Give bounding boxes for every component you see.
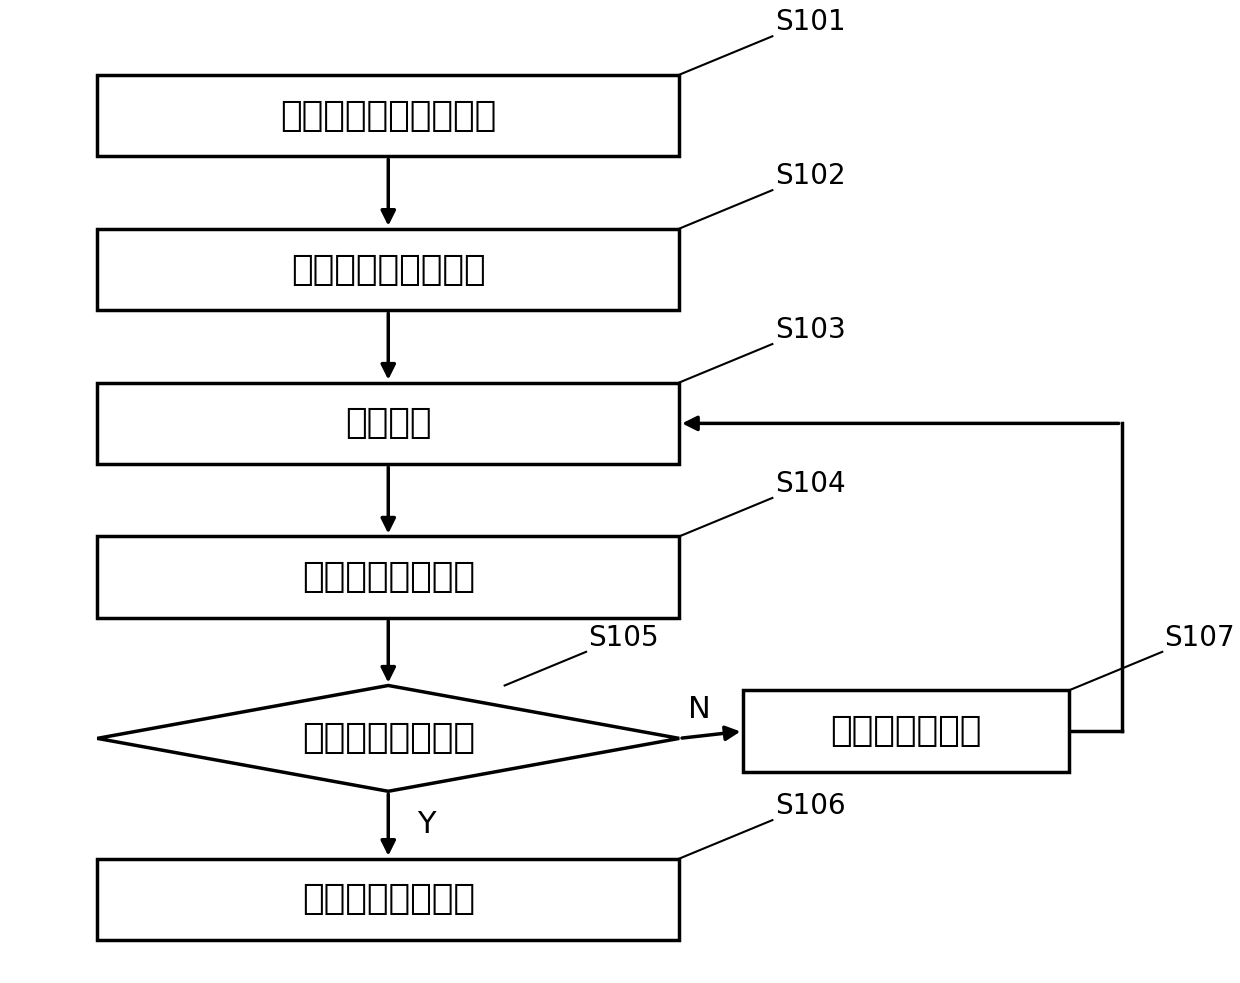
Text: 达到迭代结束条件: 达到迭代结束条件 bbox=[301, 722, 475, 755]
Text: 个体处理: 个体处理 bbox=[345, 406, 432, 440]
Bar bbox=[97, 382, 680, 464]
Bar bbox=[97, 858, 680, 941]
Text: S102: S102 bbox=[775, 162, 846, 190]
Text: 得到测点优选结果: 得到测点优选结果 bbox=[301, 883, 475, 916]
Text: S107: S107 bbox=[1164, 624, 1235, 652]
Text: S104: S104 bbox=[775, 470, 846, 498]
Text: 获取模拟电路特征数据: 获取模拟电路特征数据 bbox=[280, 98, 496, 133]
Text: 生成下一代种群: 生成下一代种群 bbox=[831, 715, 982, 748]
Text: Y: Y bbox=[418, 810, 435, 839]
Bar bbox=[97, 75, 680, 156]
Text: S106: S106 bbox=[775, 792, 846, 820]
Text: S101: S101 bbox=[775, 8, 846, 36]
Bar bbox=[743, 690, 1069, 772]
Text: N: N bbox=[688, 695, 711, 723]
Bar bbox=[97, 229, 680, 311]
Text: 计算个体适应度值: 计算个体适应度值 bbox=[301, 560, 475, 595]
Text: 初始化遗传算法种群: 初始化遗传算法种群 bbox=[291, 253, 486, 286]
Polygon shape bbox=[97, 685, 680, 791]
Text: S105: S105 bbox=[589, 624, 660, 652]
Text: S103: S103 bbox=[775, 317, 846, 344]
Bar bbox=[97, 537, 680, 618]
